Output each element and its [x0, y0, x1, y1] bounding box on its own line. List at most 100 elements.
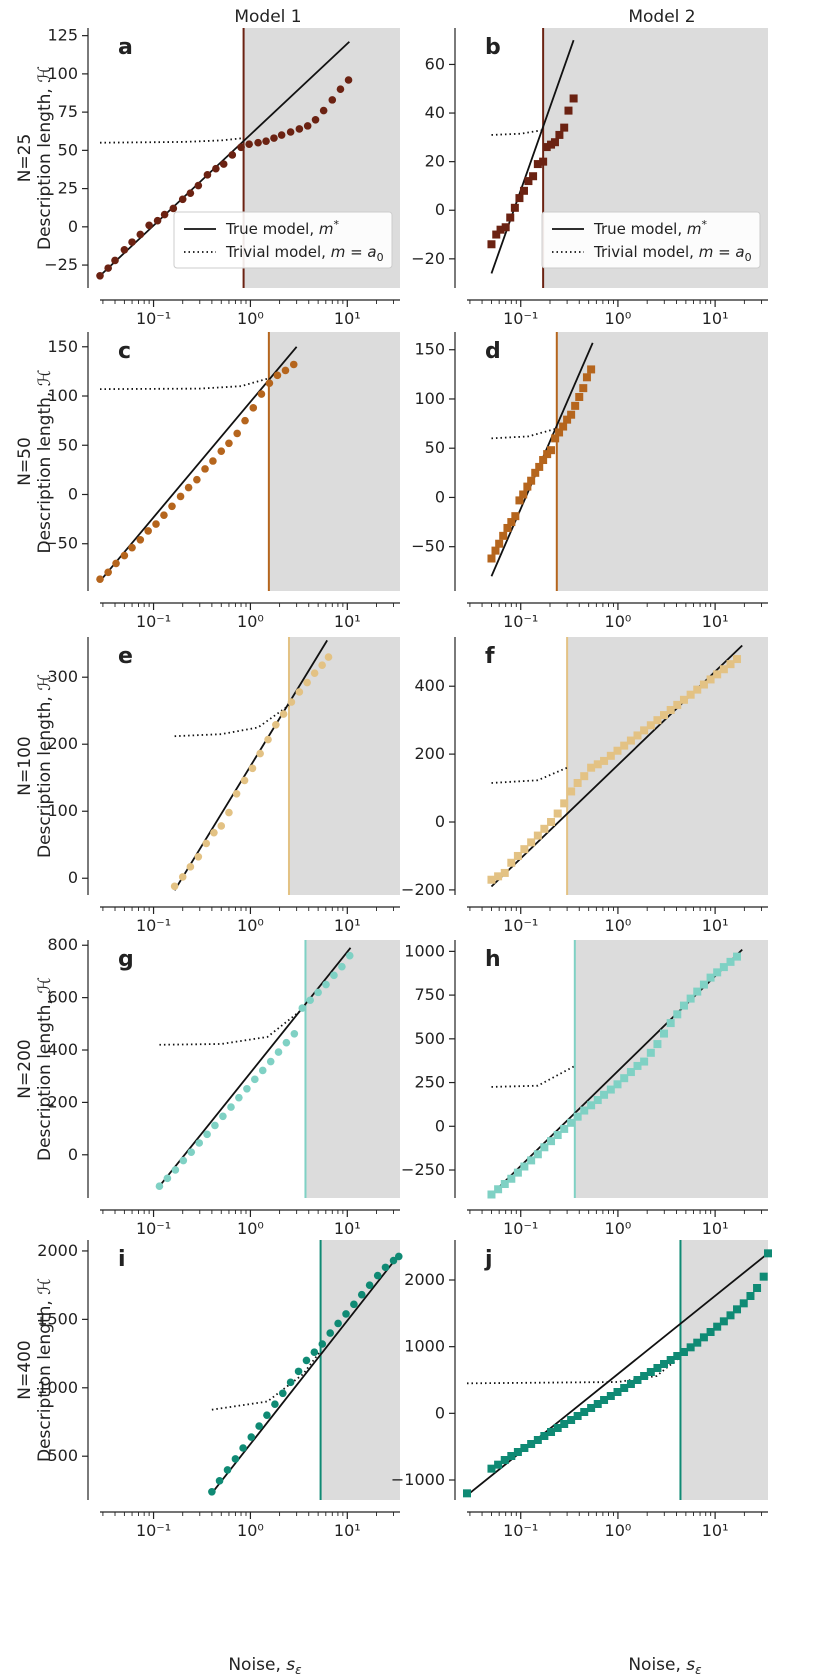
x-tick-label: 10⁻¹: [136, 1219, 171, 1238]
data-point: [560, 123, 569, 132]
data-point: [593, 1400, 602, 1408]
legend-box: [173, 211, 393, 269]
data-point: [219, 1112, 227, 1121]
x-tick-label: 10¹: [334, 309, 361, 328]
trivial-model-line: [491, 1065, 576, 1088]
data-point: [593, 1096, 602, 1105]
data-point: [240, 776, 249, 785]
data-point: [357, 1290, 366, 1299]
data-point: [496, 225, 505, 234]
data-point: [194, 853, 203, 861]
data-point: [633, 731, 642, 740]
y-tick-label: 40: [425, 103, 445, 122]
data-point: [507, 858, 516, 867]
data-point: [381, 1263, 390, 1272]
legend-box: [541, 211, 761, 269]
row-label: N=50: [15, 437, 35, 486]
x-tick-label: 10¹: [702, 1219, 729, 1238]
data-point: [573, 1412, 582, 1420]
data-point: [104, 568, 112, 577]
y-tick-label: 50: [58, 140, 78, 159]
data-point: [373, 1271, 382, 1280]
data-point: [289, 360, 298, 369]
y-tick-label: 0: [435, 1116, 445, 1135]
data-point: [500, 1180, 509, 1189]
data-point: [178, 195, 187, 204]
y-tick-label: 600: [47, 988, 78, 1007]
panel-c: −50 0 50 100 150 10⁻¹ 10⁰ 10¹ c N=50 Description l…: [15, 332, 400, 631]
data-point: [111, 256, 119, 265]
data-point: [245, 140, 253, 149]
data-point: [254, 138, 262, 147]
data-point: [559, 422, 568, 431]
data-point: [533, 831, 542, 840]
data-point: [764, 1249, 772, 1258]
y-axis-label: Description length, ℋ: [35, 66, 55, 250]
data-point: [463, 1489, 471, 1498]
trivial-model-line: [491, 427, 558, 440]
data-point: [494, 872, 503, 881]
data-point: [640, 726, 649, 735]
panel-a: −25 0 25 50 75 100 125 10⁻¹ 10⁰ 10¹ a N=25 Descripti…: [15, 26, 400, 328]
y-tick-label: 50: [58, 435, 78, 454]
data-point: [487, 240, 496, 249]
data-point: [553, 1424, 562, 1432]
data-point: [527, 1440, 536, 1448]
data-point: [270, 134, 278, 142]
y-tick-label: 0: [435, 812, 445, 831]
data-point: [686, 994, 695, 1003]
data-point: [193, 475, 201, 484]
data-point: [653, 1364, 662, 1372]
data-point: [719, 1317, 728, 1326]
x-tick-label: 10¹: [334, 612, 361, 631]
data-point: [176, 492, 185, 501]
trivial-model-line: [99, 377, 270, 391]
data-point: [487, 554, 496, 563]
data-point: [693, 1338, 702, 1347]
data-point: [613, 1388, 622, 1396]
data-point: [673, 1010, 682, 1019]
data-point: [633, 1376, 642, 1384]
data-point: [303, 122, 312, 130]
data-point: [533, 1150, 542, 1159]
data-point: [646, 1368, 655, 1376]
data-point: [128, 238, 136, 246]
y-tick-label: 2000: [404, 1270, 445, 1289]
data-point: [686, 1343, 695, 1352]
panel-letter-f: f: [485, 644, 495, 669]
data-point: [515, 194, 524, 203]
panel-letter-a: a: [118, 35, 133, 60]
y-tick-label: 60: [425, 54, 445, 73]
x-tick-label: 10⁻¹: [503, 1219, 538, 1238]
data-point: [241, 416, 249, 425]
data-point: [318, 661, 326, 669]
true-model-line: [490, 39, 575, 274]
y-tick-label: −250: [401, 1160, 445, 1179]
data-point: [551, 434, 560, 443]
data-point: [646, 1048, 655, 1057]
data-point: [179, 1156, 188, 1165]
data-point: [571, 401, 580, 410]
data-point: [144, 527, 152, 535]
x-tick-label: 10⁰: [605, 1521, 632, 1540]
trivial-model-line: [174, 704, 290, 738]
y-axis-label: Description length, ℋ: [35, 1278, 55, 1462]
data-point: [500, 868, 509, 877]
data-point: [503, 523, 512, 532]
data-point: [511, 512, 520, 521]
data-point: [277, 131, 286, 139]
data-point: [112, 559, 120, 568]
y-tick-label: 100: [47, 64, 78, 83]
data-point: [258, 1066, 267, 1075]
data-point: [350, 1300, 358, 1309]
y-tick-label: 0: [68, 868, 78, 887]
data-point: [136, 230, 145, 239]
data-point: [243, 1084, 251, 1093]
x-tick-label: 10¹: [702, 309, 729, 328]
data-point: [547, 1137, 556, 1146]
trivial-model-line: [211, 1350, 322, 1411]
data-point: [553, 809, 562, 818]
data-point: [579, 384, 588, 393]
column-title-model-1: Model 1: [234, 7, 301, 27]
data-point: [539, 456, 548, 465]
